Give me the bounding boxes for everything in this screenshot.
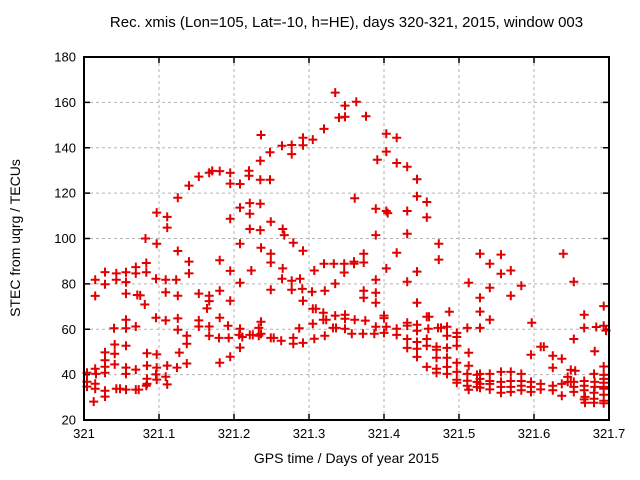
y-tick-label: 20 xyxy=(62,413,76,428)
data-point-markers xyxy=(82,88,611,408)
y-tick-label: 40 xyxy=(62,367,76,382)
y-tick-label: 80 xyxy=(62,276,76,291)
y-tick-label: 160 xyxy=(54,95,76,110)
x-tick-label: 321.4 xyxy=(368,426,401,441)
y-tick-label: 100 xyxy=(54,231,76,246)
x-axis-label: GPS time / Days of year 2015 xyxy=(253,450,440,466)
x-tick-label: 321.5 xyxy=(443,426,476,441)
y-tick-label: 180 xyxy=(54,50,76,65)
x-tick-label: 321.6 xyxy=(518,426,551,441)
chart-title: Rec. xmis (Lon=105, Lat=-10, h=HE), days… xyxy=(109,14,584,31)
plot-border xyxy=(83,56,610,421)
x-tick-label: 321.2 xyxy=(218,426,251,441)
y-tick-label: 120 xyxy=(54,186,76,201)
x-tick-label: 321.3 xyxy=(293,426,326,441)
x-tick-label: 321 xyxy=(73,426,95,441)
y-tick-label: 60 xyxy=(62,322,76,337)
x-tick-label: 321.7 xyxy=(593,426,626,441)
y-tick-label: 140 xyxy=(54,140,76,155)
x-tick-label: 321.1 xyxy=(143,426,176,441)
